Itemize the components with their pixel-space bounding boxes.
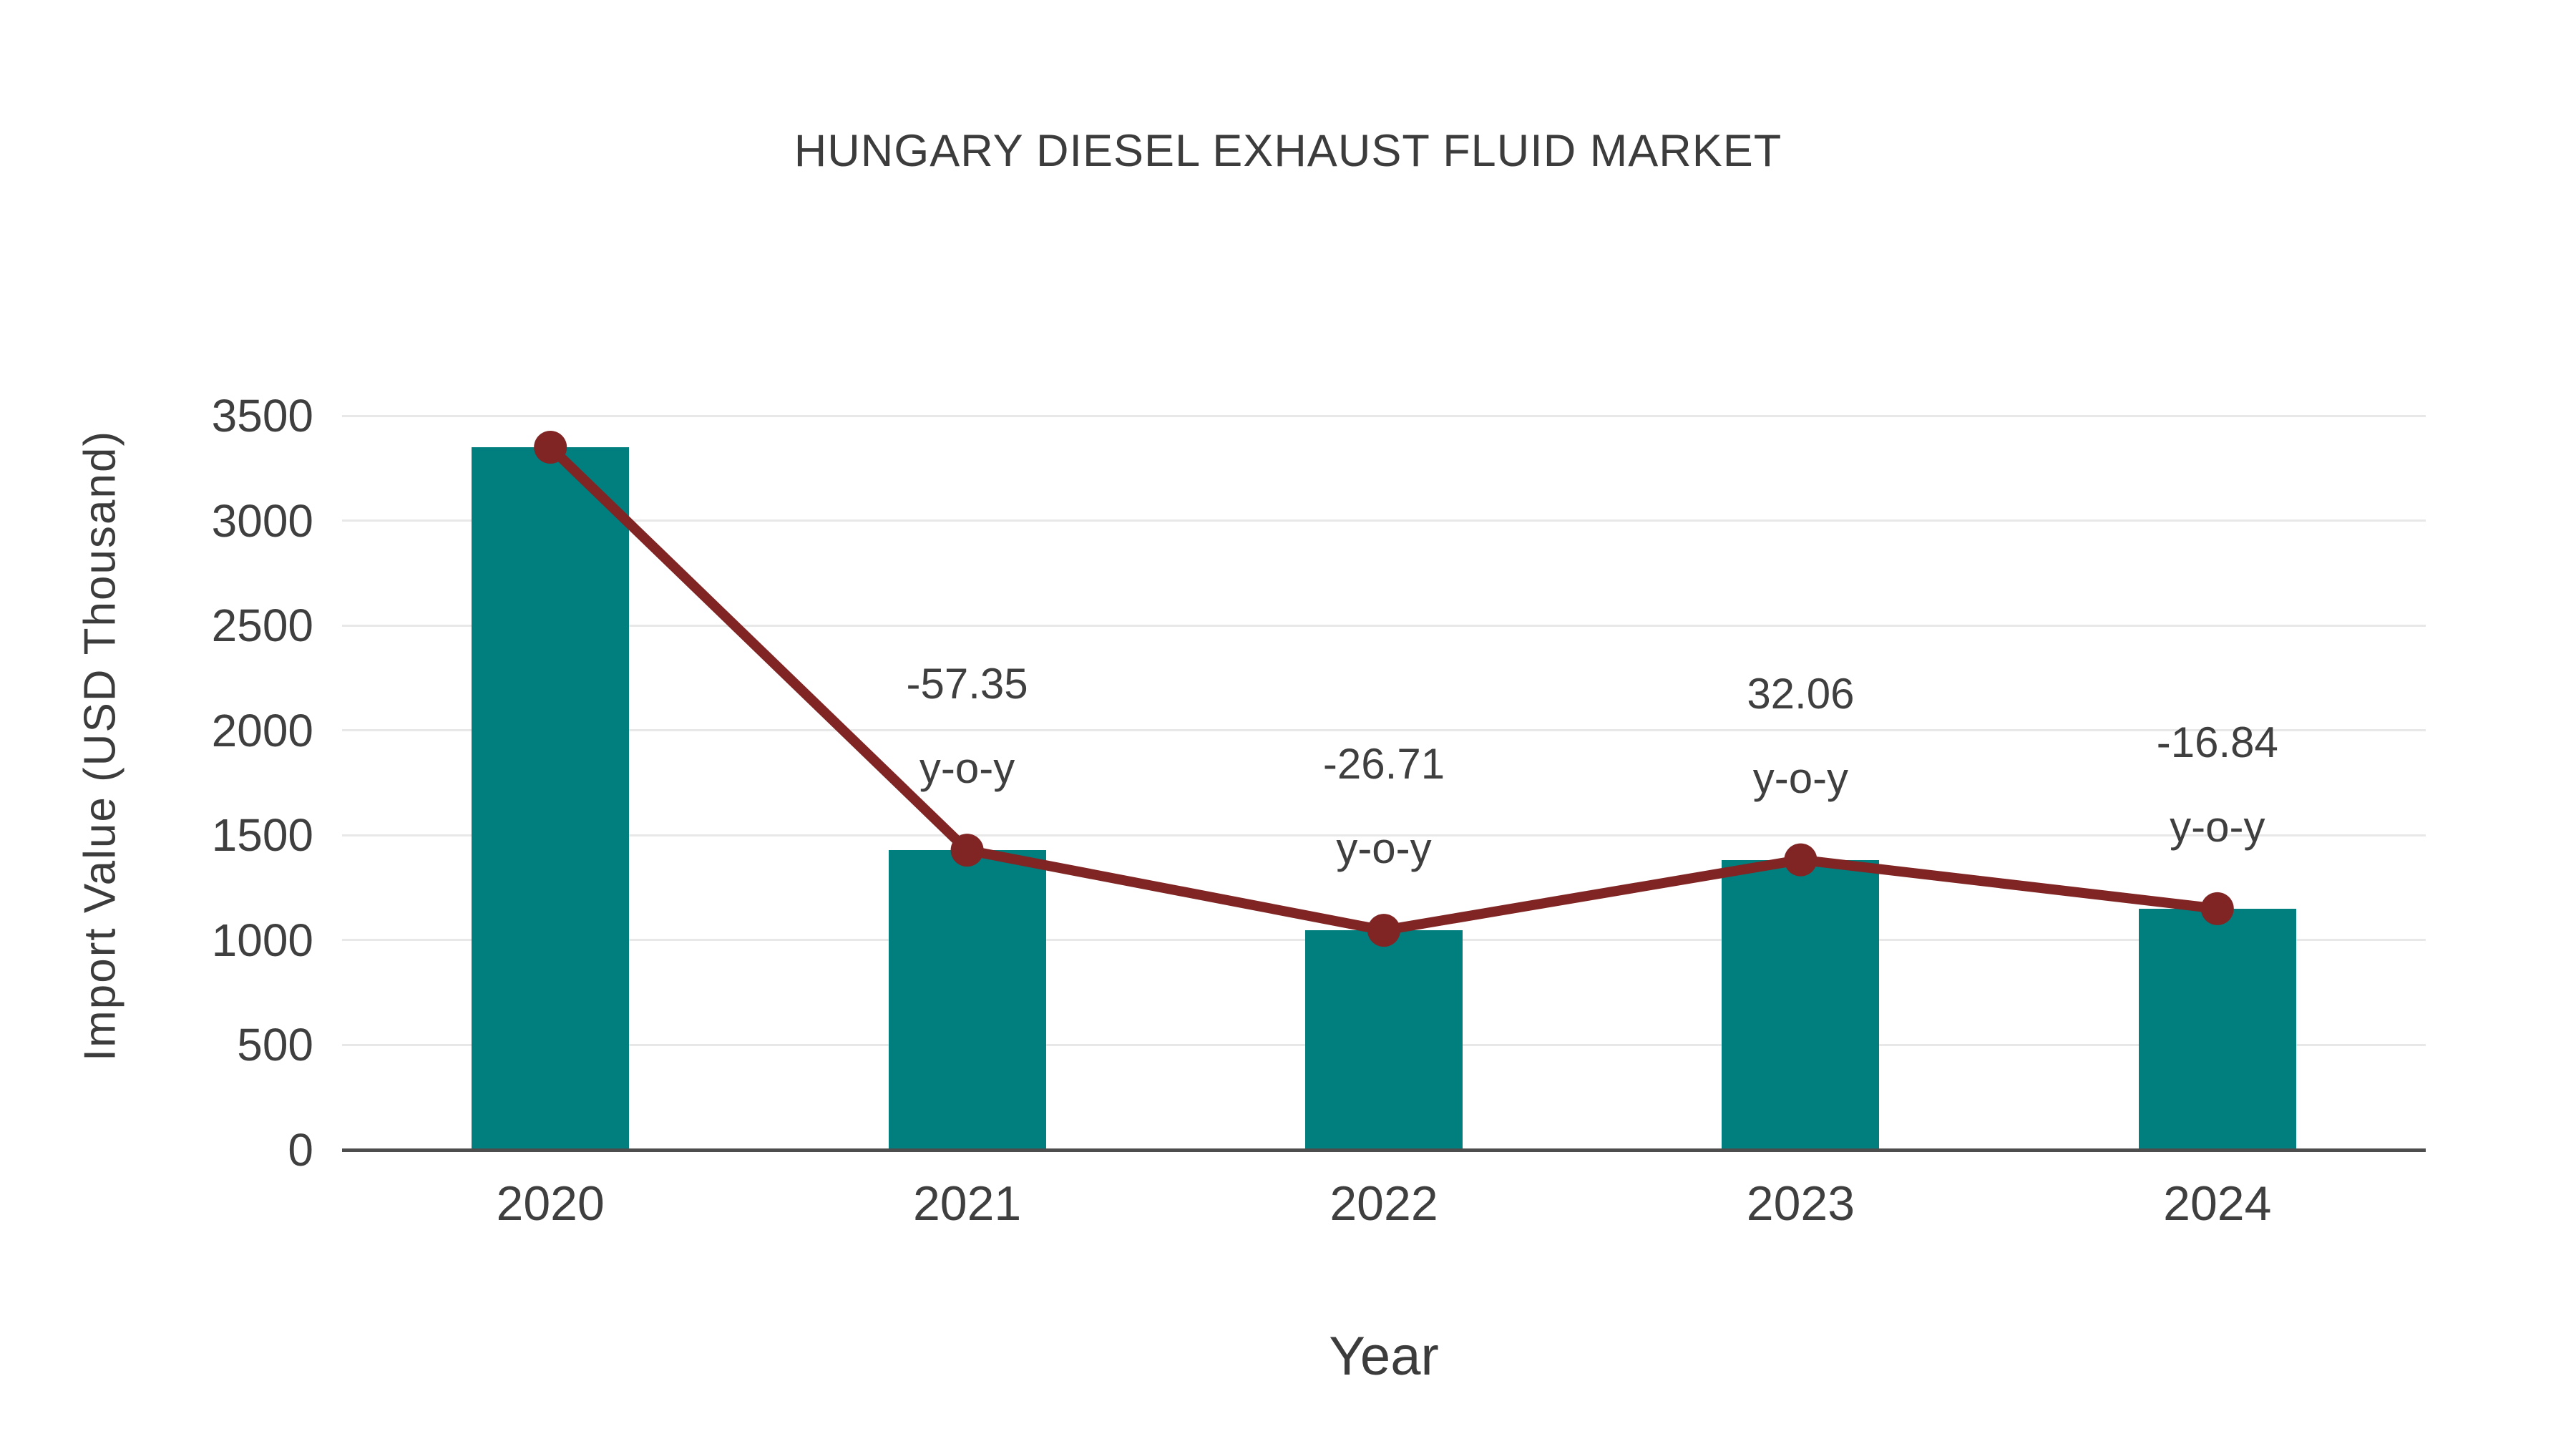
annotation-2021-line-1: -57.35: [906, 660, 1028, 708]
gridline-3000: [342, 519, 2426, 522]
x-tick-label-2024: 2024: [2163, 1176, 2272, 1231]
y-tick-label-2000: 2000: [211, 704, 313, 756]
y-tick-label-0: 0: [288, 1124, 313, 1176]
data-point-2024: [2200, 892, 2234, 925]
bar-2024: [2138, 908, 2296, 1151]
annotation-2021-line-2: y-o-y: [919, 744, 1015, 793]
x-tick-label-2023: 2023: [1746, 1176, 1855, 1231]
bar-2023: [1722, 859, 1880, 1151]
annotation-2024-line-2: y-o-y: [2170, 802, 2265, 851]
annotation-2022: -26.71 y-o-y: [1323, 722, 1445, 891]
y-tick-label-1000: 1000: [211, 914, 313, 966]
trend-line-svg: [534, 430, 2234, 947]
data-point-2022: [1367, 914, 1400, 947]
bar-2020: [472, 447, 630, 1151]
gridline-1500: [342, 834, 2426, 836]
annotation-2023-line-1: 32.06: [1747, 669, 1855, 718]
x-tick-label-2020: 2020: [496, 1176, 605, 1231]
annotation-2023: 32.06 y-o-y: [1747, 652, 1854, 821]
y-tick-label-2500: 2500: [211, 600, 313, 652]
gridline-2500: [342, 624, 2426, 627]
bar-2021: [888, 850, 1046, 1151]
gridline-2000: [342, 729, 2426, 732]
annotation-2024: -16.84 y-o-y: [2157, 701, 2278, 869]
data-point-2023: [1784, 843, 1818, 877]
bar-2022: [1305, 930, 1463, 1151]
data-point-2021: [950, 834, 984, 867]
x-axis-title: Year: [1329, 1326, 1439, 1387]
data-point-2020: [534, 430, 567, 464]
y-tick-label-3000: 3000: [211, 494, 313, 547]
y-tick-label-1500: 1500: [211, 809, 313, 862]
annotation-2023-line-2: y-o-y: [1752, 753, 1849, 802]
x-tick-label-2021: 2021: [912, 1176, 1022, 1231]
y-tick-label-500: 500: [237, 1019, 313, 1071]
annotation-2024-line-1: -16.84: [2156, 718, 2278, 766]
y-tick-label-3500: 3500: [211, 390, 313, 441]
annotation-2022-line-1: -26.71: [1322, 740, 1445, 789]
x-axis-line: [342, 1148, 2426, 1152]
chart-title: HUNGARY DIESEL EXHAUST FLUID MARKET: [794, 126, 1782, 176]
x-tick-label-2022: 2022: [1330, 1176, 1438, 1231]
annotation-2022-line-2: y-o-y: [1336, 824, 1432, 873]
gridline-3500: [342, 414, 2426, 417]
annotation-2021: -57.35 y-o-y: [907, 642, 1028, 811]
